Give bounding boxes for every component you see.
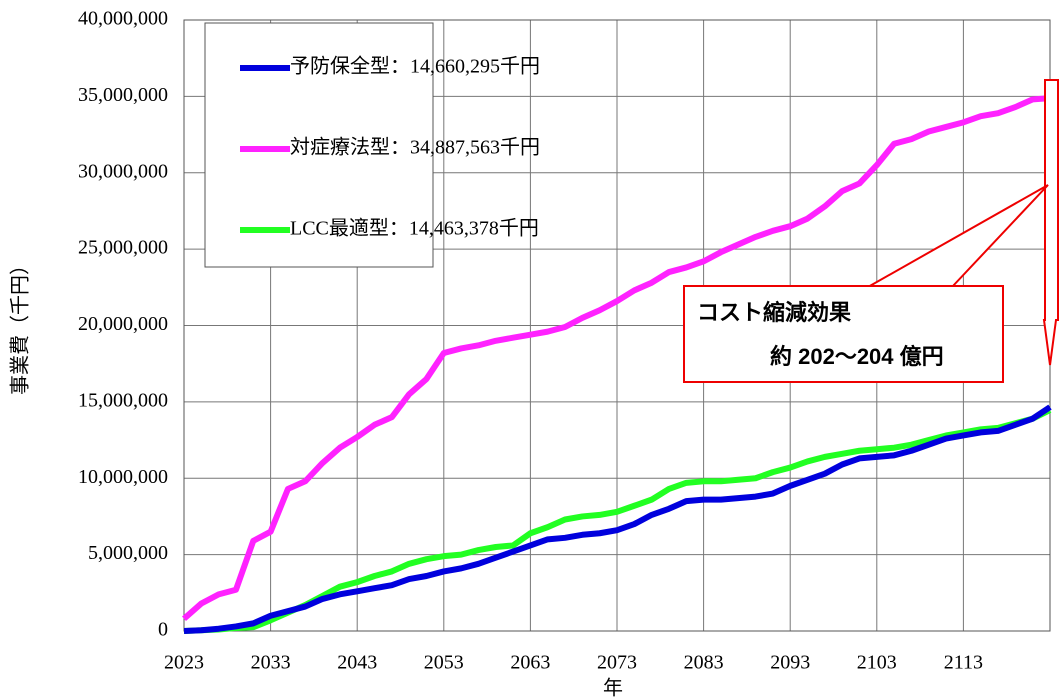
- legend-label: 予防保全型：14,660,295千円: [290, 55, 540, 78]
- x-tick-label: 2113: [944, 652, 983, 674]
- y-tick-label: 35,000,000: [78, 84, 168, 106]
- y-axis-title: 事業費（千円）: [9, 255, 32, 395]
- x-tick-label: 2053: [424, 652, 464, 674]
- series-line: [183, 407, 1052, 634]
- legend-box: [204, 22, 434, 268]
- x-tick-label: 2033: [251, 652, 291, 674]
- y-tick-label: 15,000,000: [78, 389, 168, 411]
- legend-label: LCC最適型：14,463,378千円: [290, 217, 539, 240]
- y-tick-label: 40,000,000: [78, 8, 168, 30]
- callout-pointer: [867, 184, 1049, 288]
- y-tick-label: 10,000,000: [78, 466, 168, 488]
- x-tick-label: 2043: [337, 652, 377, 674]
- x-tick-label: 2023: [164, 652, 204, 674]
- x-tick-label: 2063: [510, 652, 550, 674]
- x-axis-title: 年: [603, 677, 623, 697]
- legend-label: 対症療法型：34,887,563千円: [290, 136, 540, 159]
- series-line: [183, 404, 1052, 634]
- y-tick-label: 5,000,000: [88, 542, 168, 564]
- callout-box: [683, 285, 1004, 383]
- callout-text: コスト縮減効果: [697, 300, 851, 325]
- y-tick-label: 25,000,000: [78, 237, 168, 259]
- x-tick-label: 2093: [770, 652, 810, 674]
- y-tick-label: 0: [158, 619, 168, 641]
- callout-arrow: [1042, 79, 1059, 366]
- x-tick-label: 2103: [857, 652, 897, 674]
- x-tick-label: 2083: [684, 652, 724, 674]
- series-line: [182, 95, 1051, 622]
- callout-text: 約 202～204 億円: [770, 344, 944, 369]
- y-tick-label: 30,000,000: [78, 160, 168, 182]
- y-tick-label: 20,000,000: [78, 313, 168, 335]
- x-tick-label: 2073: [597, 652, 637, 674]
